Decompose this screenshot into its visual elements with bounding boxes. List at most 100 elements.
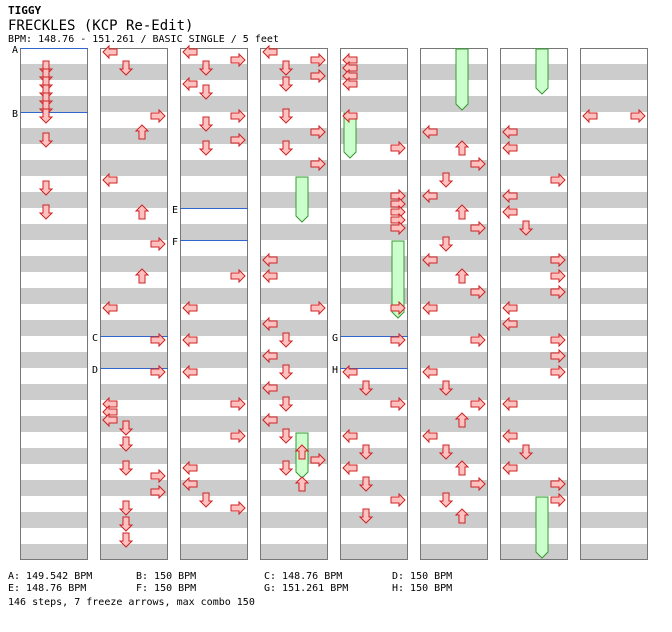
freeze-arrow <box>455 48 469 111</box>
step-arrow-right <box>550 284 566 300</box>
beat-stripe <box>260 288 328 304</box>
beat-stripe <box>580 352 648 368</box>
step-arrow-right <box>230 108 246 124</box>
step-arrow-left <box>182 364 198 380</box>
step-arrow-up <box>454 508 470 524</box>
step-arrow-left <box>342 108 358 124</box>
step-arrow-right <box>230 500 246 516</box>
beat-stripe <box>420 64 488 80</box>
step-arrow-right <box>310 452 326 468</box>
freeze-arrow <box>295 176 309 223</box>
step-arrow-right <box>470 220 486 236</box>
beat-stripe <box>340 128 408 144</box>
beat-stripe <box>500 416 568 432</box>
beat-stripe <box>340 544 408 560</box>
step-arrow-right <box>150 364 166 380</box>
step-arrow-left <box>422 124 438 140</box>
legend-f: F: 150 BPM <box>136 583 197 594</box>
step-arrow-down <box>38 180 54 196</box>
step-arrow-down <box>358 508 374 524</box>
step-arrow-right <box>150 484 166 500</box>
beat-stripe <box>340 512 408 528</box>
step-arrow-down <box>118 532 134 548</box>
beat-stripe <box>500 384 568 400</box>
step-arrow-left <box>342 76 358 92</box>
step-arrow-left <box>502 316 518 332</box>
beat-stripe <box>420 416 488 432</box>
step-arrow-down <box>38 204 54 220</box>
chart-summary: 146 steps, 7 freeze arrows, max combo 15… <box>8 597 255 608</box>
step-arrow-down <box>38 108 54 124</box>
step-arrow-up <box>294 444 310 460</box>
step-arrow-down <box>278 428 294 444</box>
step-arrow-right <box>390 396 406 412</box>
step-arrow-down <box>198 140 214 156</box>
step-arrow-right <box>390 220 406 236</box>
beat-stripe <box>260 224 328 240</box>
beat-stripe <box>180 384 248 400</box>
freeze-arrow <box>343 112 357 159</box>
step-arrow-right <box>150 332 166 348</box>
beat-stripe <box>180 320 248 336</box>
step-arrow-left <box>342 460 358 476</box>
legend-h: H: 150 BPM <box>392 583 453 594</box>
beat-stripe <box>580 448 648 464</box>
step-arrow-left <box>502 140 518 156</box>
step-arrow-right <box>470 476 486 492</box>
step-arrow-down <box>278 60 294 76</box>
step-arrow-up <box>454 460 470 476</box>
beat-stripe <box>420 352 488 368</box>
beat-stripe <box>500 224 568 240</box>
step-arrow-left <box>102 300 118 316</box>
step-arrow-right <box>550 332 566 348</box>
beat-stripe <box>420 512 488 528</box>
beat-stripe <box>340 96 408 112</box>
step-arrow-right <box>470 156 486 172</box>
step-arrow-right <box>150 236 166 252</box>
step-arrow-left <box>182 300 198 316</box>
column-border <box>260 48 328 560</box>
beat-stripe <box>100 320 168 336</box>
step-arrow-left <box>502 460 518 476</box>
step-arrow-left <box>342 428 358 444</box>
beat-stripe <box>20 96 88 112</box>
step-arrow-down <box>118 460 134 476</box>
step-arrow-right <box>230 396 246 412</box>
step-arrow-left <box>182 44 198 60</box>
beat-stripe <box>20 128 88 144</box>
beat-stripe <box>20 224 88 240</box>
beat-stripe <box>100 352 168 368</box>
beat-stripe <box>20 288 88 304</box>
beat-stripe <box>20 384 88 400</box>
step-arrow-left <box>422 300 438 316</box>
bpm-marker-label: A <box>12 45 18 56</box>
freeze-arrow <box>535 48 549 95</box>
bpm-marker-label: D <box>92 365 98 376</box>
beat-stripe <box>180 512 248 528</box>
beat-stripe <box>100 544 168 560</box>
step-arrow-left <box>582 108 598 124</box>
step-arrow-right <box>470 396 486 412</box>
beat-stripe <box>500 512 568 528</box>
column-border <box>420 48 488 560</box>
beat-stripe <box>500 544 568 560</box>
step-arrow-left <box>262 268 278 284</box>
step-arrow-down <box>118 516 134 532</box>
step-arrow-right <box>310 68 326 84</box>
legend-b: B: 150 BPM <box>136 571 197 582</box>
step-arrow-right <box>550 252 566 268</box>
beat-stripe <box>20 416 88 432</box>
step-arrow-up <box>134 124 150 140</box>
step-arrow-right <box>310 52 326 68</box>
step-arrow-left <box>182 332 198 348</box>
beat-stripe <box>580 512 648 528</box>
beat-stripe <box>100 128 168 144</box>
step-arrow-left <box>102 44 118 60</box>
beat-stripe <box>20 448 88 464</box>
step-arrow-left <box>502 124 518 140</box>
chart-info: BPM: 148.76 - 151.261 / BASIC SINGLE / 5… <box>8 34 279 45</box>
step-arrow-right <box>550 348 566 364</box>
step-arrow-right <box>390 300 406 316</box>
step-arrow-left <box>502 188 518 204</box>
step-arrow-up <box>454 268 470 284</box>
